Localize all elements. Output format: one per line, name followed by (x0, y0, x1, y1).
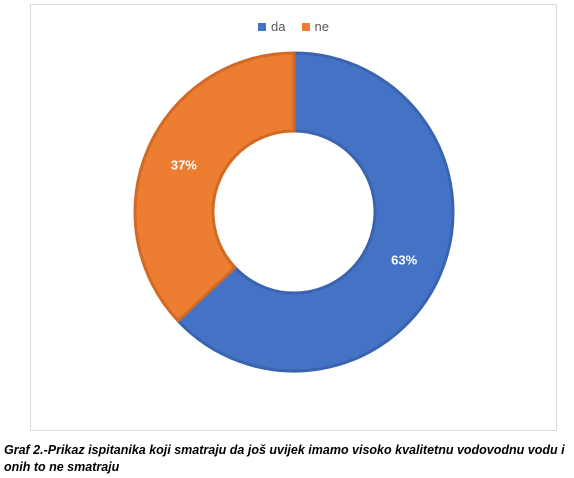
data-label-da: 63% (391, 253, 417, 268)
figure-caption: Graf 2.-Prikaz ispitanika koji smatraju … (4, 443, 565, 474)
legend-item-da: da (258, 19, 286, 34)
legend-swatch-da (258, 22, 267, 31)
data-label-ne: 37% (171, 157, 197, 172)
chart-area: da ne 63% 37% (30, 4, 557, 431)
legend-swatch-ne (301, 22, 310, 31)
chart-legend: da ne (31, 19, 556, 34)
legend-label-ne: ne (314, 19, 329, 34)
legend-item-ne: ne (301, 19, 329, 34)
slice-da (176, 51, 455, 373)
slice-ne (133, 51, 296, 323)
doughnut-chart: 63% 37% (133, 51, 455, 373)
legend-label-da: da (271, 19, 286, 34)
